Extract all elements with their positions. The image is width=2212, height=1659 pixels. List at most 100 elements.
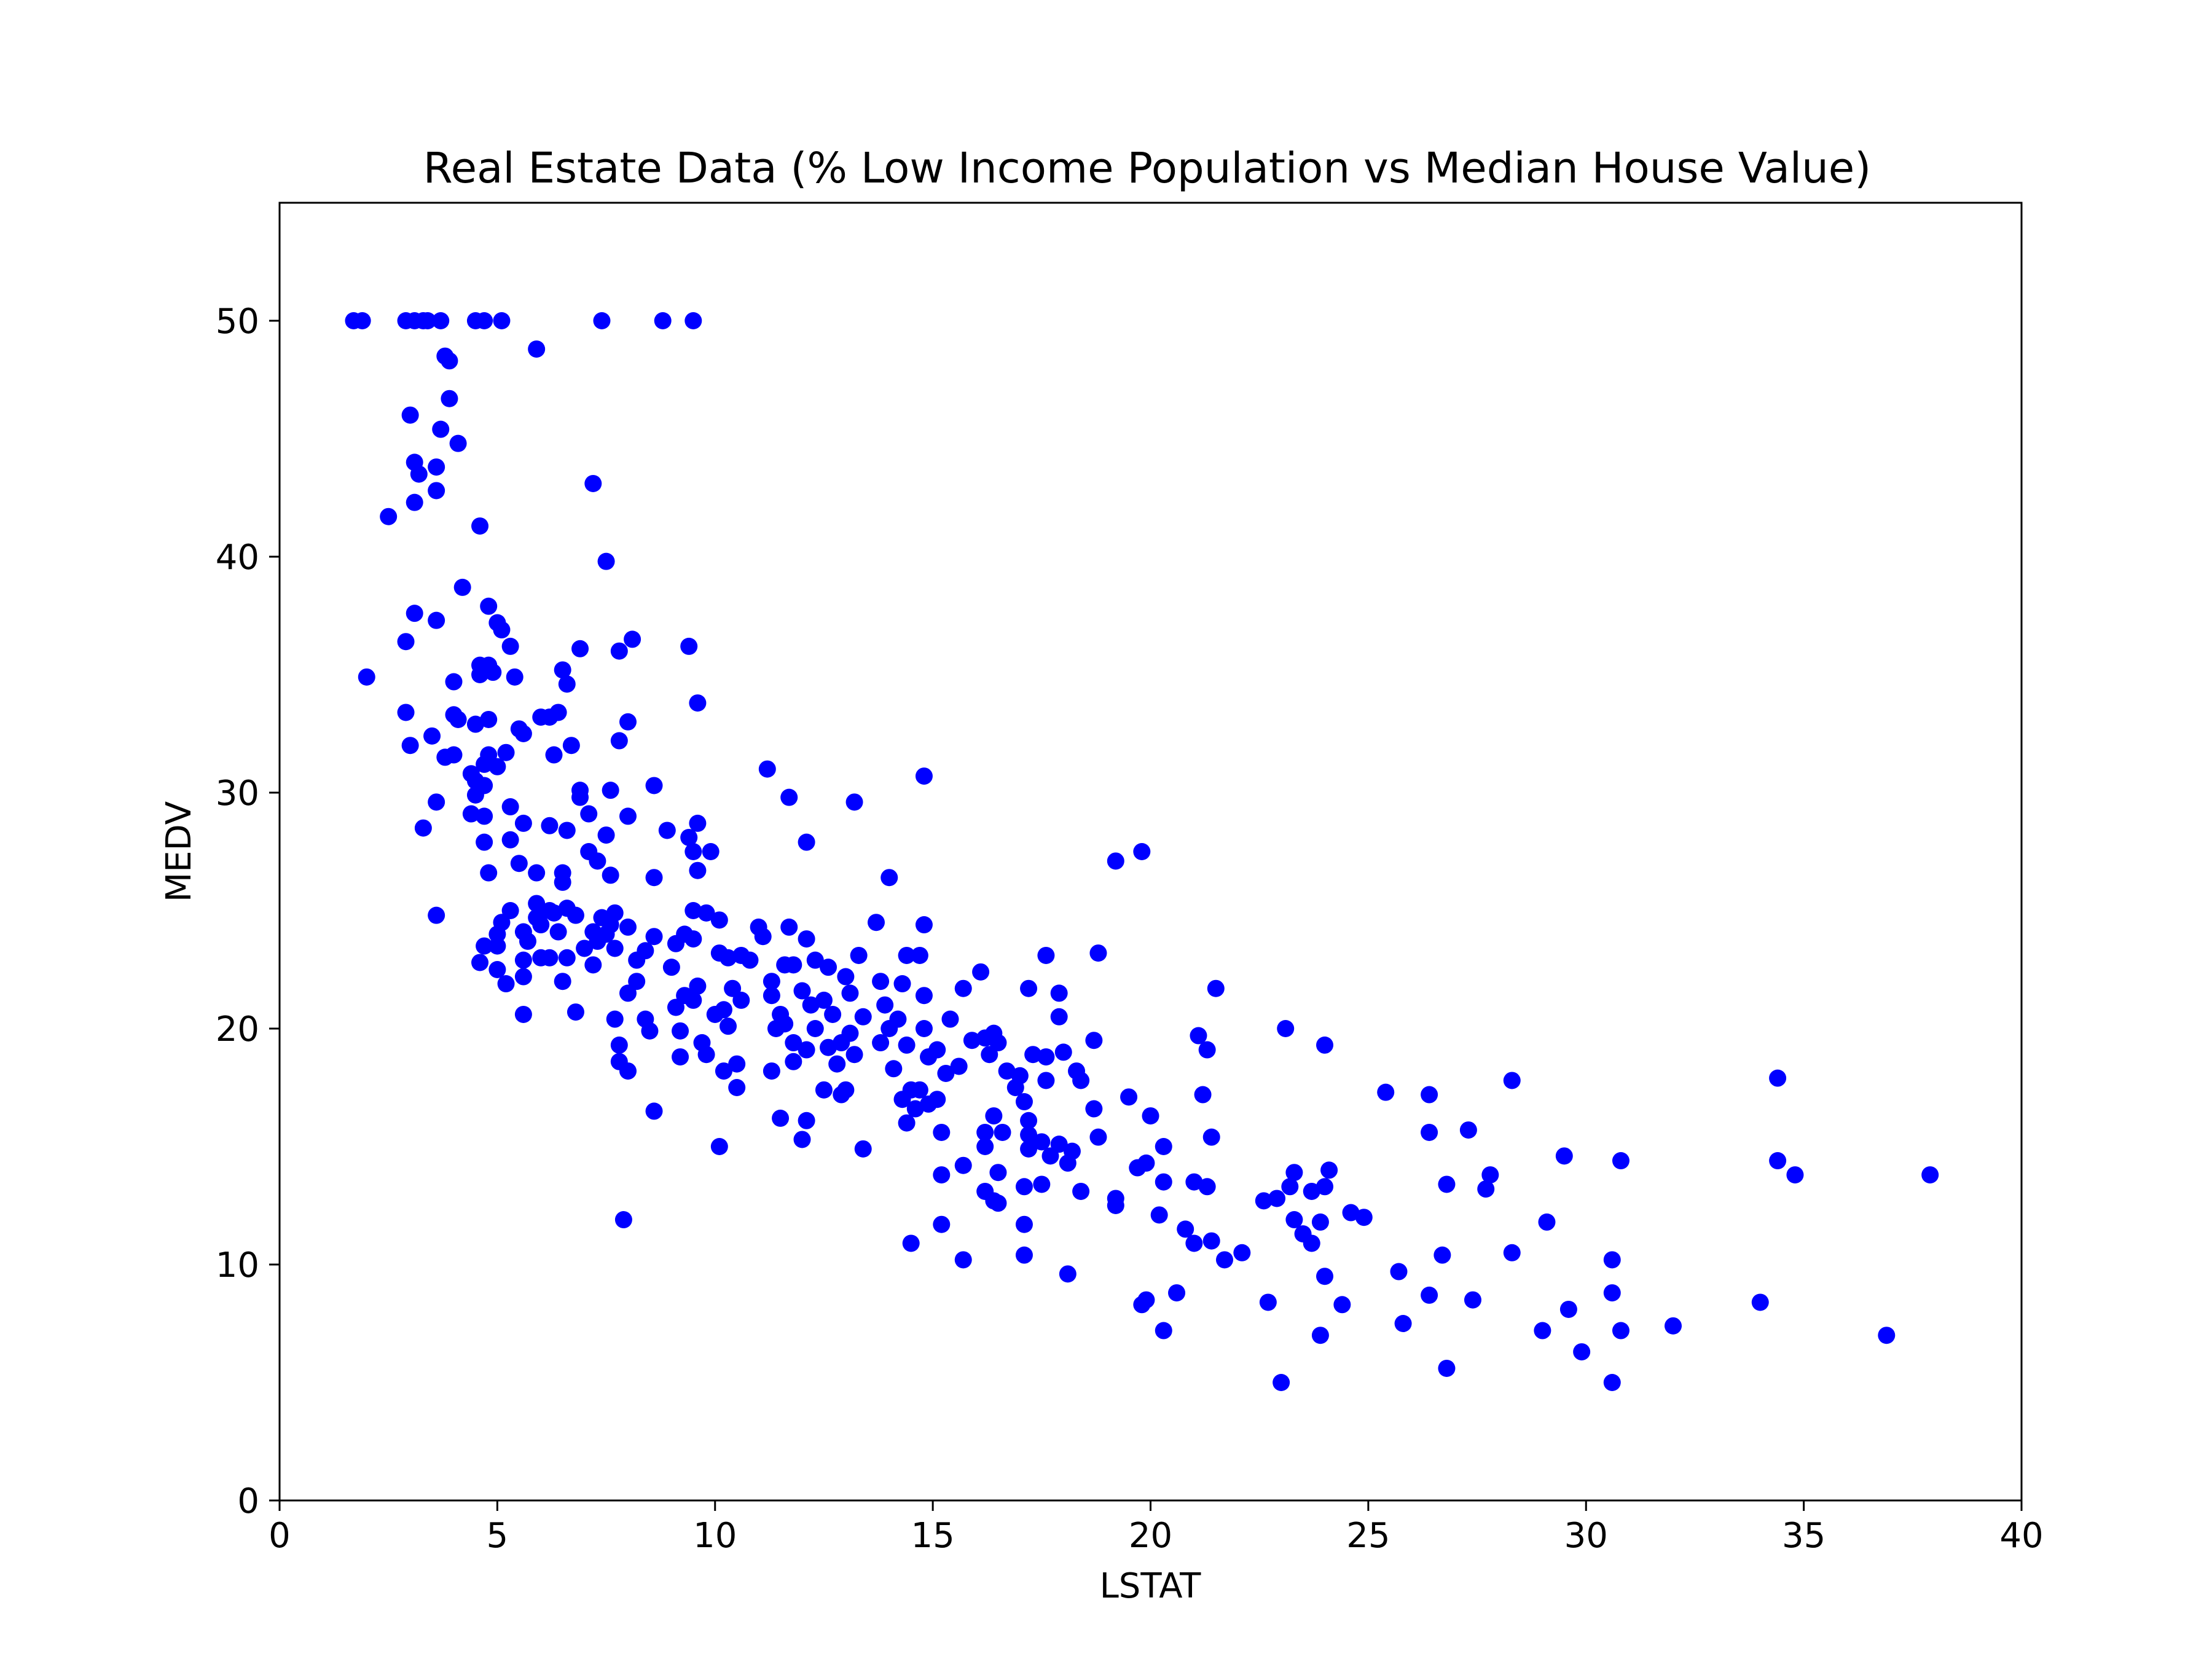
data-point xyxy=(1316,1268,1333,1285)
data-point xyxy=(476,312,493,329)
data-point xyxy=(902,1234,920,1252)
data-point xyxy=(606,1010,624,1028)
data-point xyxy=(1477,1180,1495,1198)
data-point xyxy=(1612,1322,1630,1339)
data-point xyxy=(549,923,567,941)
data-point xyxy=(418,312,436,329)
data-point xyxy=(445,673,463,691)
data-point xyxy=(697,904,715,922)
data-point xyxy=(628,951,646,969)
data-point xyxy=(1320,1161,1338,1179)
data-point xyxy=(353,312,371,329)
data-point xyxy=(645,869,663,887)
data-point xyxy=(449,710,467,728)
data-point xyxy=(1316,1178,1333,1196)
data-point xyxy=(697,1046,715,1064)
data-point xyxy=(488,937,506,955)
data-point xyxy=(576,939,594,957)
data-point xyxy=(1603,1284,1621,1302)
data-point xyxy=(780,918,798,936)
data-point xyxy=(510,855,528,873)
x-tick-label: 10 xyxy=(693,1516,737,1556)
data-points xyxy=(345,312,1939,1391)
data-point xyxy=(1085,1032,1103,1049)
data-point xyxy=(1059,1154,1077,1172)
data-point xyxy=(985,1107,1003,1125)
data-point xyxy=(480,864,498,882)
data-point xyxy=(680,637,698,655)
data-point xyxy=(815,991,833,1009)
data-point xyxy=(428,793,445,811)
data-point xyxy=(998,1062,1016,1080)
data-point xyxy=(1268,1190,1286,1207)
data-point xyxy=(423,727,441,745)
data-point xyxy=(514,725,532,742)
data-point xyxy=(1555,1147,1573,1165)
data-point xyxy=(1155,1138,1172,1155)
data-point xyxy=(1024,1046,1042,1064)
data-point xyxy=(1394,1315,1412,1332)
data-point xyxy=(1037,1048,1055,1066)
x-tick-label: 15 xyxy=(911,1516,954,1556)
data-point xyxy=(720,949,737,967)
data-point xyxy=(872,1034,890,1052)
data-point xyxy=(1155,1173,1172,1191)
data-point xyxy=(667,935,684,952)
data-point xyxy=(584,474,602,492)
data-point xyxy=(497,975,515,993)
data-point xyxy=(793,982,811,1000)
data-point xyxy=(724,979,742,997)
x-tick-label: 5 xyxy=(487,1516,509,1556)
data-point xyxy=(1573,1343,1591,1361)
data-point xyxy=(493,312,511,329)
data-point xyxy=(1015,1246,1033,1264)
data-point xyxy=(732,991,750,1009)
data-point xyxy=(476,755,493,773)
data-point xyxy=(1438,1359,1456,1377)
data-point xyxy=(915,987,933,1005)
data-point xyxy=(541,949,559,967)
data-point xyxy=(1015,1215,1033,1233)
data-point xyxy=(471,666,489,683)
data-point xyxy=(880,869,898,887)
data-point xyxy=(501,831,519,849)
data-point xyxy=(453,578,471,596)
data-point xyxy=(689,694,707,712)
data-point xyxy=(1612,1152,1630,1170)
data-point xyxy=(1285,1164,1303,1182)
data-point xyxy=(428,458,445,476)
data-point xyxy=(506,668,524,686)
data-point xyxy=(428,906,445,924)
data-point xyxy=(1190,1027,1207,1045)
data-point xyxy=(1215,1251,1233,1269)
data-point xyxy=(1020,1140,1038,1158)
data-point xyxy=(484,664,502,681)
data-point xyxy=(571,640,589,657)
data-point xyxy=(1198,1178,1216,1196)
data-point xyxy=(1050,1135,1068,1153)
data-point xyxy=(593,312,611,329)
data-point xyxy=(401,406,419,424)
data-point xyxy=(841,984,859,1002)
data-point xyxy=(602,782,619,799)
data-point xyxy=(1133,843,1151,860)
y-tick-label: 30 xyxy=(216,774,259,814)
data-point xyxy=(645,777,663,794)
data-point xyxy=(1481,1166,1499,1184)
data-point xyxy=(1316,1036,1333,1054)
data-point xyxy=(898,1114,916,1132)
x-tick-label: 0 xyxy=(269,1516,291,1556)
data-point xyxy=(476,937,493,955)
data-point xyxy=(837,968,855,986)
data-point xyxy=(920,1048,938,1066)
data-point xyxy=(1433,1246,1451,1264)
data-point xyxy=(406,493,423,511)
data-point xyxy=(893,975,911,993)
data-point xyxy=(554,661,571,679)
data-point xyxy=(1255,1192,1273,1210)
data-point xyxy=(1020,1112,1038,1129)
data-point xyxy=(528,340,546,358)
data-point xyxy=(428,611,445,629)
data-point xyxy=(619,807,637,825)
